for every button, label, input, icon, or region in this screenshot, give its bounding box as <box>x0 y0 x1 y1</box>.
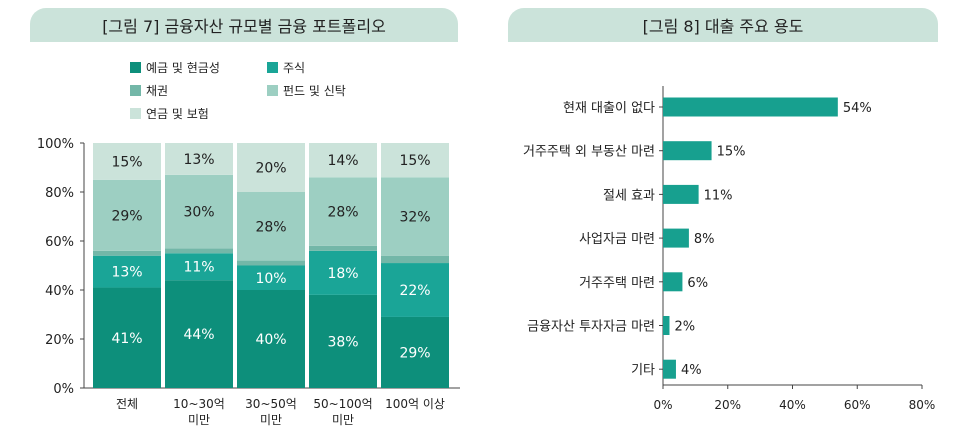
y-tick-label: 20% <box>45 333 74 348</box>
stacked-bar-segment <box>93 143 161 180</box>
stacked-bar-segment <box>237 265 305 290</box>
stacked-bar-segment <box>309 143 377 178</box>
data-label: 13% <box>183 152 214 168</box>
data-label: 6% <box>687 276 708 291</box>
stacked-bar-segment <box>381 263 449 317</box>
x-tick-label: 50~100억 <box>313 397 372 411</box>
legend-swatch <box>267 62 278 73</box>
legend-label: 채권 <box>146 84 168 98</box>
data-label: 22% <box>399 283 430 299</box>
y-tick-label: 기타 <box>631 363 655 378</box>
data-label: 11% <box>183 260 214 276</box>
bar <box>663 228 689 248</box>
y-tick-label: 사업자금 마련 <box>579 232 655 247</box>
y-tick-label: 100% <box>37 137 74 152</box>
stacked-bar-segment <box>381 255 449 264</box>
stacked-bar-segment <box>165 174 233 249</box>
bar <box>663 141 712 161</box>
stacked-bar-segment <box>165 248 233 254</box>
data-label: 11% <box>704 188 733 203</box>
stacked-bar-segment <box>237 192 305 261</box>
stacked-bar-segment <box>237 260 305 266</box>
figure7-title: [그림 7] 금융자산 규모별 금융 포트폴리오 <box>30 8 458 42</box>
data-label: 28% <box>255 219 286 235</box>
data-label: 41% <box>111 331 142 347</box>
x-tick-label: 30~50억 <box>245 397 297 411</box>
data-label: 15% <box>717 145 746 160</box>
data-label: 54% <box>843 101 872 116</box>
data-label: 38% <box>327 334 358 350</box>
x-tick-label: 0% <box>653 398 672 412</box>
y-tick-label: 80% <box>45 186 74 201</box>
stacked-bar-segment <box>165 143 233 175</box>
data-label: 15% <box>399 153 430 169</box>
bar <box>663 184 699 204</box>
data-label: 15% <box>111 154 142 170</box>
data-label: 14% <box>327 153 358 169</box>
x-tick-label: 미만 <box>332 413 354 427</box>
x-tick-label: 20% <box>714 398 741 412</box>
x-tick-label: 60% <box>844 398 871 412</box>
legend-label: 주식 <box>283 61 305 75</box>
stacked-bar-segment <box>165 253 233 281</box>
data-label: 4% <box>681 363 702 378</box>
data-label: 8% <box>694 232 715 247</box>
legend-label: 펀드 및 신탁 <box>283 84 346 98</box>
y-tick-label: 0% <box>53 382 74 397</box>
x-tick-label: 10~30억 <box>173 397 225 411</box>
x-tick-label: 100억 이상 <box>385 397 445 411</box>
legend-swatch <box>130 108 141 119</box>
data-label: 28% <box>327 205 358 221</box>
data-label: 29% <box>399 345 430 361</box>
stacked-bar-segment <box>309 177 377 246</box>
bar <box>663 97 838 117</box>
data-label: 18% <box>327 266 358 282</box>
x-tick-label: 미만 <box>260 413 282 427</box>
legend-label: 연금 및 보험 <box>146 107 209 121</box>
data-label: 2% <box>674 320 695 335</box>
data-label: 10% <box>255 271 286 287</box>
stacked-bar-segment <box>93 287 161 388</box>
bar <box>663 359 676 379</box>
stacked-bar-segment <box>381 143 449 178</box>
y-tick-label: 금융자산 투자자금 마련 <box>527 320 655 335</box>
stacked-bar-segment <box>309 250 377 295</box>
figure8-title: [그림 8] 대출 주요 용도 <box>508 8 938 42</box>
data-label: 13% <box>111 265 142 281</box>
y-tick-label: 절세 효과 <box>603 188 655 203</box>
y-tick-label: 40% <box>45 284 74 299</box>
bar <box>663 272 683 292</box>
x-tick-label: 전체 <box>116 397 138 411</box>
y-tick-label: 거주주택 마련 <box>579 276 655 291</box>
data-label: 29% <box>111 208 142 224</box>
legend-swatch <box>130 85 141 96</box>
legend-swatch <box>267 85 278 96</box>
data-label: 32% <box>399 210 430 226</box>
data-label: 30% <box>183 205 214 221</box>
x-tick-label: 40% <box>779 398 806 412</box>
y-tick-label: 현재 대출이 없다 <box>563 101 655 116</box>
legend-swatch <box>130 62 141 73</box>
stacked-bar-segment <box>309 245 377 251</box>
stacked-bar-segment <box>381 316 449 388</box>
legend-label: 예금 및 현금성 <box>146 61 220 75</box>
stacked-bar-segment <box>237 290 305 388</box>
y-tick-label: 거주주택 외 부동산 마련 <box>523 145 655 160</box>
stacked-bar-segment <box>93 255 161 288</box>
data-label: 40% <box>255 332 286 348</box>
x-tick-label: 미만 <box>188 413 210 427</box>
stacked-bar-segment <box>237 143 305 192</box>
data-label: 20% <box>255 161 286 177</box>
stacked-bar-segment <box>309 294 377 388</box>
stacked-bar-segment <box>381 177 449 256</box>
data-label: 44% <box>183 327 214 343</box>
stacked-bar-segment <box>165 280 233 388</box>
bar <box>663 316 670 335</box>
x-tick-label: 80% <box>909 398 936 412</box>
y-tick-label: 60% <box>45 235 74 250</box>
stacked-bar-segment <box>93 179 161 251</box>
stacked-bar-segment <box>93 250 161 256</box>
